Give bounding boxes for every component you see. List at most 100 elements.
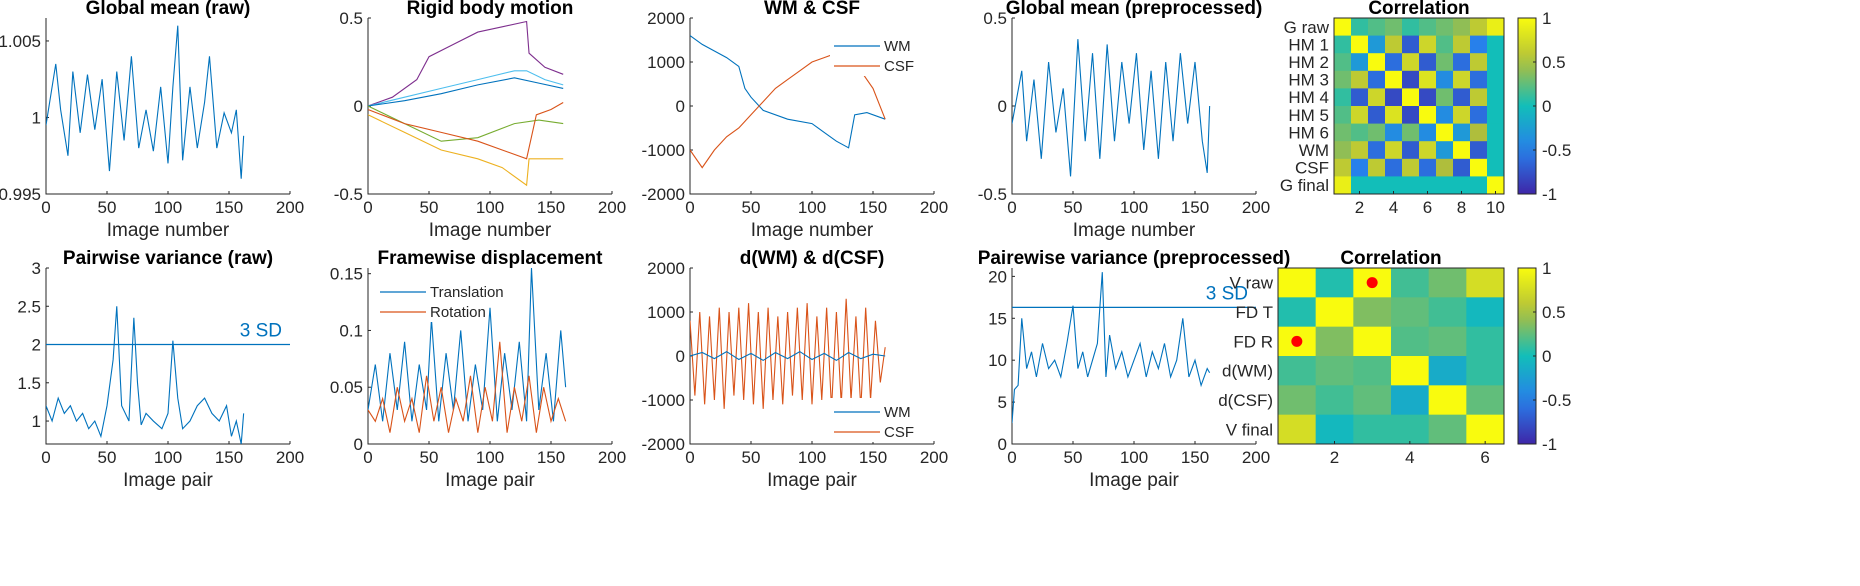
x-tick-label: 100 <box>798 448 826 467</box>
heatmap-cell <box>1453 18 1471 37</box>
x-tick-label: 100 <box>1120 198 1148 217</box>
panel-rigid: 0 50 100 150 200-0.500.5 Rigid body motionIma… <box>334 0 626 241</box>
x-tick-label: 0 <box>1007 198 1016 217</box>
heatmap-cell <box>1368 18 1386 37</box>
x-axis-label: Image number <box>429 220 552 241</box>
heatmap-cell <box>1353 385 1392 416</box>
y-tick-label: 1000 <box>647 303 685 322</box>
x-tick-label: 0 <box>41 198 50 217</box>
heatmap-cell <box>1334 53 1352 72</box>
row-label: G final <box>1280 176 1329 195</box>
series-line-1 <box>368 70 564 107</box>
row-label: HM 6 <box>1288 123 1329 142</box>
x-tick-label: 150 <box>1181 198 1209 217</box>
x-tick-label: 6 <box>1423 198 1432 217</box>
heatmap-cell <box>1453 158 1471 177</box>
x-tick-label: 150 <box>859 198 887 217</box>
y-tick-label: 0.5 <box>339 9 363 28</box>
heatmap-cell <box>1351 106 1369 125</box>
heatmap-cell <box>1368 88 1386 107</box>
colorbar-tick-label: -1 <box>1542 185 1557 204</box>
y-tick-label: -0.5 <box>334 185 363 204</box>
x-tick-label: 150 <box>215 448 243 467</box>
chart-title: Global mean (raw) <box>86 0 251 19</box>
heatmap-cell <box>1278 297 1317 328</box>
series-line-translation <box>368 268 567 422</box>
colorbar-tick-label: 0 <box>1542 97 1551 116</box>
heatmap-cell <box>1368 141 1386 160</box>
x-tick-label: 4 <box>1405 448 1414 467</box>
x-tick-label: 100 <box>1120 448 1148 467</box>
x-tick-label: 150 <box>859 448 887 467</box>
row-label: HM 3 <box>1288 71 1329 90</box>
heatmap-cell <box>1351 158 1369 177</box>
heatmap-cell <box>1419 18 1437 37</box>
x-tick-label: 100 <box>798 198 826 217</box>
chart-title: Rigid body motion <box>407 0 574 19</box>
heatmap-cell <box>1487 35 1505 54</box>
heatmap-cell <box>1428 356 1467 386</box>
y-tick-label: 2.5 <box>17 297 41 316</box>
x-tick-label: 200 <box>598 448 626 467</box>
heatmap-cell <box>1368 70 1386 89</box>
heatmap-cell <box>1428 385 1467 416</box>
heatmap-cell <box>1391 356 1430 386</box>
heatmap-cell <box>1402 18 1420 37</box>
heatmap-cell <box>1278 385 1317 416</box>
heatmap-cell <box>1466 268 1505 298</box>
colorbar-tick-label: -1 <box>1542 435 1557 454</box>
x-tick-label: 2 <box>1355 198 1364 217</box>
y-tick-label: 0.15 <box>330 265 363 284</box>
row-label: HM 2 <box>1288 53 1329 72</box>
x-tick-label: 50 <box>1064 198 1083 217</box>
legend: Translation Rotation <box>376 278 504 322</box>
colorbar: -1 -0.5 0 0.5 1 <box>1517 9 1571 204</box>
heatmap-cell <box>1428 414 1467 445</box>
plot-area <box>46 268 290 444</box>
heatmap-cell <box>1428 268 1467 298</box>
heatmap-cell <box>1419 53 1437 72</box>
heatmap-cell <box>1402 35 1420 54</box>
y-tick-label: 1 <box>32 108 41 127</box>
x-tick-label: 150 <box>537 448 565 467</box>
heatmap-cell <box>1419 123 1437 142</box>
x-tick-label: 50 <box>420 448 439 467</box>
x-tick-label: 150 <box>1181 448 1209 467</box>
heatmap-cell <box>1466 414 1505 445</box>
heatmap-cell <box>1402 123 1420 142</box>
heatmap-cell <box>1334 106 1352 125</box>
heatmap-cell <box>1391 297 1430 328</box>
y-tick-label: -1000 <box>642 141 685 160</box>
heatmap-cell <box>1385 88 1403 107</box>
heatmap-cell <box>1385 18 1403 37</box>
heatmap-cell <box>1436 123 1454 142</box>
heatmap-cell <box>1470 70 1488 89</box>
heatmap-cell <box>1453 53 1471 72</box>
y-tick-label: 0 <box>998 435 1007 454</box>
significance-marker <box>1291 335 1303 347</box>
series-line-csf <box>690 298 886 409</box>
chart-title: WM & CSF <box>764 0 860 19</box>
heatmap-cell <box>1315 268 1354 298</box>
heatmap-cell <box>1368 123 1386 142</box>
series-line-0 <box>46 306 245 444</box>
heatmap-cell <box>1391 268 1430 298</box>
heatmap-cell <box>1436 53 1454 72</box>
x-axis-label: Image number <box>107 220 230 241</box>
series-line-5 <box>368 114 564 187</box>
heatmap-cell <box>1315 385 1354 416</box>
series-line-4 <box>368 102 564 160</box>
heatmap-cell <box>1385 123 1403 142</box>
x-tick-label: 2 <box>1330 448 1339 467</box>
x-tick-label: 50 <box>98 198 117 217</box>
heatmap-cell <box>1402 141 1420 160</box>
colorbar-tick-label: 1 <box>1542 9 1551 28</box>
heatmap-cell <box>1351 176 1369 195</box>
heatmap-cell <box>1419 70 1437 89</box>
heatmap-cell <box>1487 158 1505 177</box>
heatmap-cell <box>1368 106 1386 125</box>
y-tick-label: 1000 <box>647 53 685 72</box>
heatmap-cell <box>1402 88 1420 107</box>
